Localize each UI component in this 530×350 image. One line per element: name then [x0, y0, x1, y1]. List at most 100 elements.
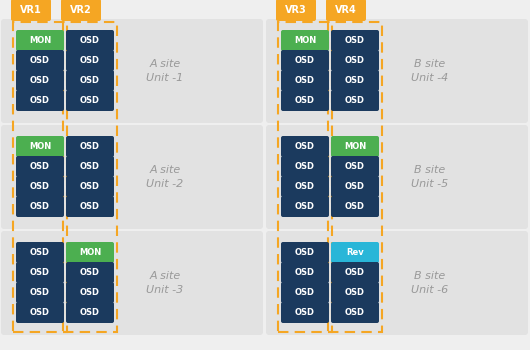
Text: VR4: VR4 — [335, 5, 357, 15]
Text: OSD: OSD — [345, 308, 365, 317]
FancyBboxPatch shape — [66, 70, 114, 91]
FancyBboxPatch shape — [66, 282, 114, 303]
Text: B site
Unit -4: B site Unit -4 — [411, 60, 448, 83]
FancyBboxPatch shape — [16, 196, 64, 217]
FancyBboxPatch shape — [66, 50, 114, 71]
FancyBboxPatch shape — [331, 70, 379, 91]
Text: OSD: OSD — [345, 56, 365, 65]
FancyBboxPatch shape — [66, 196, 114, 217]
FancyBboxPatch shape — [281, 242, 329, 263]
FancyBboxPatch shape — [331, 196, 379, 217]
FancyBboxPatch shape — [331, 50, 379, 71]
Text: OSD: OSD — [295, 308, 315, 317]
Text: A site
Unit -2: A site Unit -2 — [146, 166, 183, 189]
Text: OSD: OSD — [295, 182, 315, 191]
FancyBboxPatch shape — [11, 0, 51, 21]
FancyBboxPatch shape — [16, 136, 64, 157]
Text: OSD: OSD — [80, 288, 100, 297]
FancyBboxPatch shape — [16, 70, 64, 91]
Text: VR1: VR1 — [20, 5, 42, 15]
Text: OSD: OSD — [80, 202, 100, 211]
Text: OSD: OSD — [80, 308, 100, 317]
Text: OSD: OSD — [345, 268, 365, 277]
Text: OSD: OSD — [295, 202, 315, 211]
FancyBboxPatch shape — [331, 176, 379, 197]
FancyBboxPatch shape — [66, 302, 114, 323]
FancyBboxPatch shape — [331, 136, 379, 157]
FancyBboxPatch shape — [66, 176, 114, 197]
Text: OSD: OSD — [295, 268, 315, 277]
Text: A site
Unit -3: A site Unit -3 — [146, 271, 183, 295]
Text: OSD: OSD — [30, 162, 50, 171]
Text: OSD: OSD — [345, 162, 365, 171]
FancyBboxPatch shape — [281, 282, 329, 303]
Text: OSD: OSD — [30, 202, 50, 211]
FancyBboxPatch shape — [66, 90, 114, 111]
Text: OSD: OSD — [295, 96, 315, 105]
Text: OSD: OSD — [345, 288, 365, 297]
Text: OSD: OSD — [345, 36, 365, 45]
FancyBboxPatch shape — [16, 262, 64, 283]
FancyBboxPatch shape — [66, 156, 114, 177]
FancyBboxPatch shape — [266, 125, 528, 229]
Text: OSD: OSD — [80, 162, 100, 171]
FancyBboxPatch shape — [281, 156, 329, 177]
FancyBboxPatch shape — [276, 0, 316, 21]
FancyBboxPatch shape — [281, 90, 329, 111]
Text: OSD: OSD — [295, 76, 315, 85]
FancyBboxPatch shape — [331, 242, 379, 263]
FancyBboxPatch shape — [331, 30, 379, 51]
Text: OSD: OSD — [80, 142, 100, 151]
FancyBboxPatch shape — [281, 302, 329, 323]
Text: OSD: OSD — [30, 308, 50, 317]
Text: MON: MON — [79, 248, 101, 257]
FancyBboxPatch shape — [1, 19, 263, 123]
FancyBboxPatch shape — [281, 196, 329, 217]
FancyBboxPatch shape — [331, 262, 379, 283]
FancyBboxPatch shape — [66, 136, 114, 157]
Text: OSD: OSD — [345, 96, 365, 105]
Text: B site
Unit -6: B site Unit -6 — [411, 271, 448, 295]
FancyBboxPatch shape — [16, 90, 64, 111]
FancyBboxPatch shape — [331, 302, 379, 323]
Text: OSD: OSD — [295, 288, 315, 297]
Text: OSD: OSD — [30, 76, 50, 85]
FancyBboxPatch shape — [1, 231, 263, 335]
FancyBboxPatch shape — [1, 125, 263, 229]
FancyBboxPatch shape — [281, 176, 329, 197]
Text: MON: MON — [29, 36, 51, 45]
FancyBboxPatch shape — [66, 242, 114, 263]
Text: OSD: OSD — [345, 182, 365, 191]
Text: OSD: OSD — [345, 202, 365, 211]
Text: OSD: OSD — [80, 36, 100, 45]
Text: OSD: OSD — [30, 56, 50, 65]
Text: MON: MON — [344, 142, 366, 151]
FancyBboxPatch shape — [326, 0, 366, 21]
Text: OSD: OSD — [30, 96, 50, 105]
Text: OSD: OSD — [30, 182, 50, 191]
Text: Rev: Rev — [346, 248, 364, 257]
FancyBboxPatch shape — [331, 156, 379, 177]
Text: VR2: VR2 — [70, 5, 92, 15]
FancyBboxPatch shape — [61, 0, 101, 21]
FancyBboxPatch shape — [266, 231, 528, 335]
Text: OSD: OSD — [80, 76, 100, 85]
Text: OSD: OSD — [30, 288, 50, 297]
Text: MON: MON — [294, 36, 316, 45]
FancyBboxPatch shape — [281, 70, 329, 91]
Text: A site
Unit -1: A site Unit -1 — [146, 60, 183, 83]
FancyBboxPatch shape — [266, 19, 528, 123]
Text: OSD: OSD — [295, 248, 315, 257]
FancyBboxPatch shape — [331, 282, 379, 303]
FancyBboxPatch shape — [16, 242, 64, 263]
Text: MON: MON — [29, 142, 51, 151]
Text: OSD: OSD — [345, 76, 365, 85]
Text: OSD: OSD — [80, 182, 100, 191]
Text: OSD: OSD — [295, 162, 315, 171]
FancyBboxPatch shape — [331, 90, 379, 111]
FancyBboxPatch shape — [16, 30, 64, 51]
Text: B site
Unit -5: B site Unit -5 — [411, 166, 448, 189]
FancyBboxPatch shape — [281, 50, 329, 71]
FancyBboxPatch shape — [16, 282, 64, 303]
Text: OSD: OSD — [295, 142, 315, 151]
